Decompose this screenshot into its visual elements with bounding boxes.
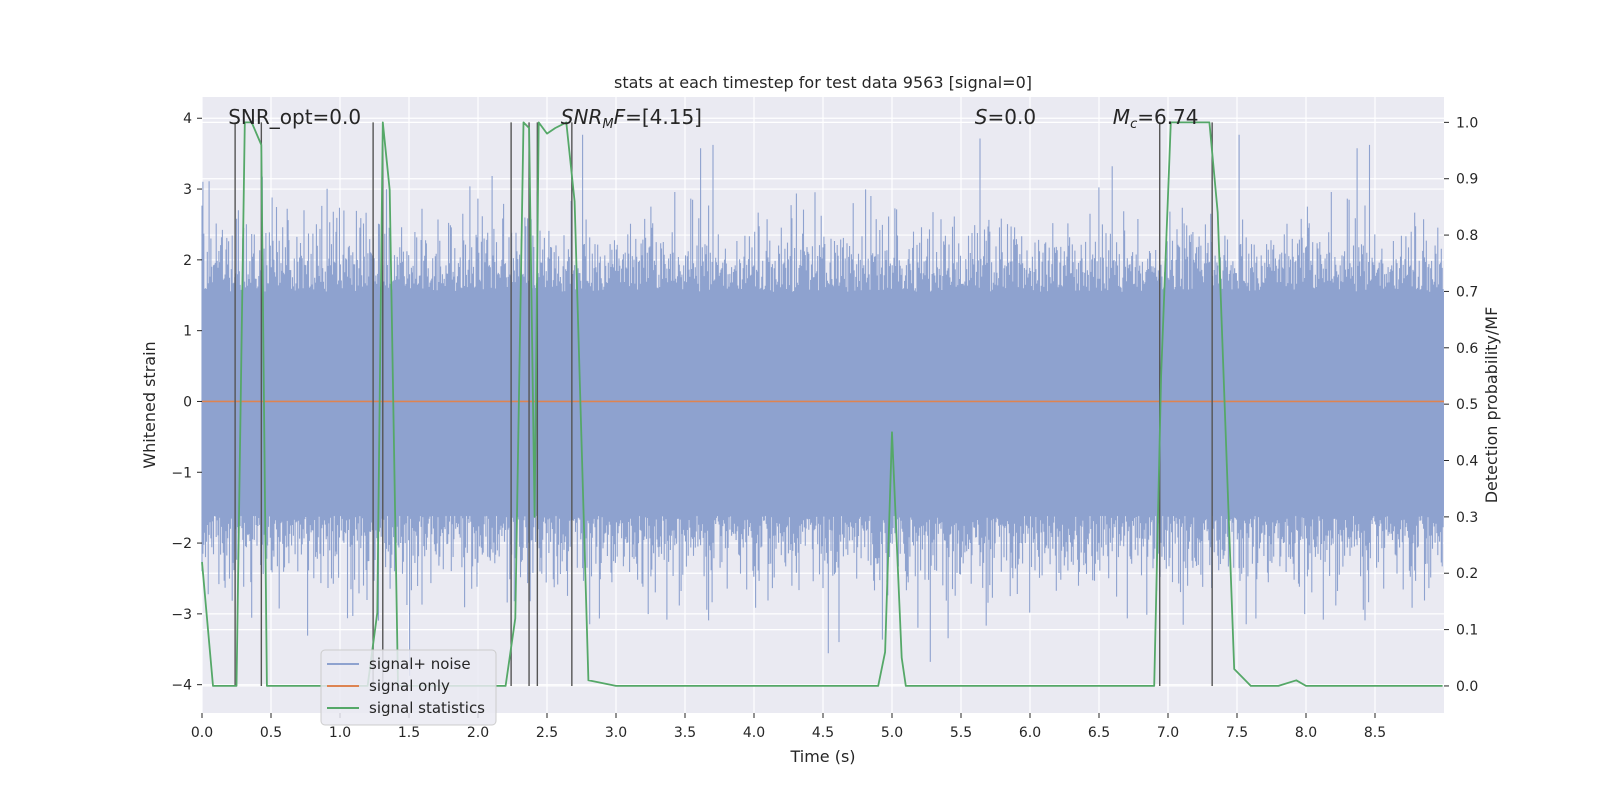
- x-tick-label: 3.5: [674, 725, 696, 741]
- axis-ticks: 0.0 0.5 1.0 1.5 2.0 2.5 3.0 3.5 4.0 4.5 5.0 5.5 6.0 6…: [171, 111, 1478, 741]
- x-tick-label: 6.0: [1019, 725, 1041, 741]
- x-tick-label: 8.5: [1364, 725, 1386, 741]
- y-right-tick-label: 0.8: [1456, 228, 1478, 244]
- annotations: SNR_opt=0.0 SNRMF=[4.15] S=0.0 Mc=6.74: [228, 105, 1198, 132]
- noise-trace: [201, 134, 1444, 676]
- x-tick-label: 7.5: [1226, 725, 1248, 741]
- chart-title: stats at each timestep for test data 956…: [614, 73, 1032, 92]
- y-tick-label: 3: [183, 182, 192, 198]
- x-tick-label: 6.5: [1088, 725, 1110, 741]
- x-tick-label: 0.5: [260, 725, 282, 741]
- y-right-tick-label: 1.0: [1456, 115, 1478, 131]
- x-tick-label: 2.5: [536, 725, 558, 741]
- legend-label-noise: signal+ noise: [369, 655, 471, 673]
- x-tick-label: 4.0: [743, 725, 765, 741]
- y-tick-label: −1: [171, 465, 192, 481]
- annotation-3: Mc=6.74: [1113, 105, 1199, 132]
- x-tick-label: 0.0: [191, 725, 213, 741]
- legend: signal+ noise signal only signal statist…: [320, 649, 497, 726]
- y-right-tick-label: 0.4: [1456, 454, 1478, 470]
- y-right-tick-label: 0.1: [1456, 623, 1478, 639]
- y-right-tick-label: 0.2: [1456, 566, 1478, 582]
- y-right-tick-label: 0.0: [1456, 679, 1478, 695]
- y-tick-label: −4: [171, 678, 192, 694]
- x-tick-label: 3.0: [605, 725, 627, 741]
- legend-label-statistics: signal statistics: [369, 699, 485, 717]
- y-axis-label: Whitened strain: [140, 341, 159, 468]
- annotation-1: SNRMF=[4.15]: [561, 105, 702, 132]
- x-tick-label: 7.0: [1157, 725, 1179, 741]
- y-tick-label: −3: [171, 607, 192, 623]
- x-tick-label: 5.5: [950, 725, 972, 741]
- signal-noise-series: [201, 134, 1444, 676]
- x-tick-label: 8.0: [1295, 725, 1317, 741]
- y-tick-label: 0: [183, 394, 192, 410]
- y-right-tick-label: 0.5: [1456, 397, 1478, 413]
- y-tick-label: 2: [183, 253, 192, 269]
- legend-frame: [320, 649, 497, 726]
- y-tick-label: 1: [183, 324, 192, 340]
- x-tick-label: 2.0: [467, 725, 489, 741]
- y-right-tick-label: 0.7: [1456, 284, 1478, 300]
- y-axis-right-label: Detection probability/MF: [1482, 307, 1501, 504]
- y-right-tick-label: 0.6: [1456, 341, 1478, 357]
- x-tick-label: 5.0: [881, 725, 903, 741]
- annotation-2: S=0.0: [975, 105, 1036, 129]
- x-axis-label: Time (s): [789, 747, 855, 766]
- x-tick-label: 1.0: [329, 725, 351, 741]
- legend-label-signal: signal only: [369, 677, 450, 695]
- x-tick-label: 4.5: [812, 725, 834, 741]
- y-tick-label: 4: [183, 111, 192, 127]
- y-right-tick-label: 0.9: [1456, 172, 1478, 188]
- y-tick-label: −2: [171, 536, 192, 552]
- x-tick-label: 1.5: [398, 725, 420, 741]
- y-right-tick-label: 0.3: [1456, 510, 1478, 526]
- annotation-0: SNR_opt=0.0: [228, 105, 361, 129]
